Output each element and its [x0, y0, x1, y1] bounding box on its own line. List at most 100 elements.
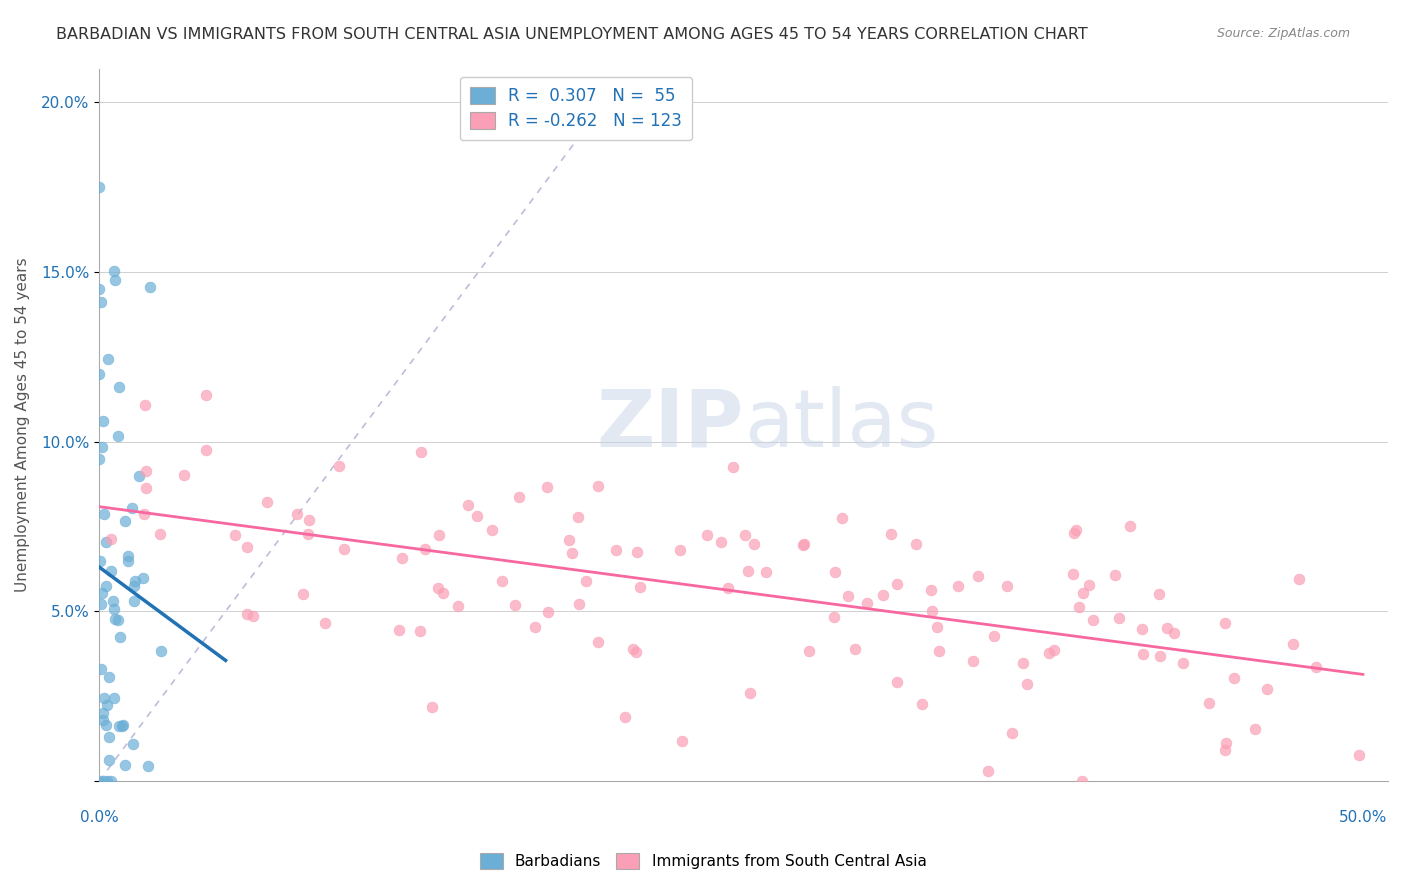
Point — [905, 537, 928, 551]
Point — [793, 537, 815, 551]
Point — [235, 540, 257, 554]
Point — [586, 479, 609, 493]
Point — [224, 528, 246, 542]
Point — [628, 580, 651, 594]
Point — [568, 597, 591, 611]
Point — [134, 507, 156, 521]
Point — [93, 690, 115, 705]
Point — [1066, 523, 1088, 537]
Point — [575, 574, 598, 588]
Point — [149, 527, 172, 541]
Point — [717, 581, 740, 595]
Point — [93, 774, 115, 789]
Point — [297, 513, 319, 527]
Point — [457, 498, 479, 512]
Point — [128, 468, 150, 483]
Point — [96, 579, 118, 593]
Point — [1305, 660, 1327, 674]
Point — [297, 526, 319, 541]
Point — [624, 645, 647, 659]
Point — [110, 630, 132, 644]
Point — [96, 534, 118, 549]
Point — [89, 451, 111, 466]
Point — [132, 571, 155, 585]
Point — [409, 624, 432, 639]
Point — [1043, 642, 1066, 657]
Point — [122, 593, 145, 607]
Legend: R =  0.307   N =  55, R = -0.262   N = 123: R = 0.307 N = 55, R = -0.262 N = 123 — [460, 77, 692, 140]
Point — [107, 613, 129, 627]
Point — [567, 510, 589, 524]
Point — [91, 415, 114, 429]
Point — [117, 549, 139, 564]
Point — [242, 608, 264, 623]
Point — [523, 620, 546, 634]
Point — [98, 670, 121, 684]
Point — [1071, 774, 1094, 789]
Point — [983, 629, 1005, 643]
Point — [107, 429, 129, 443]
Point — [744, 537, 766, 551]
Point — [976, 764, 998, 779]
Point — [114, 758, 136, 772]
Point — [314, 616, 336, 631]
Point — [1012, 657, 1035, 671]
Point — [422, 699, 444, 714]
Point — [328, 458, 350, 473]
Point — [1130, 622, 1153, 636]
Point — [117, 554, 139, 568]
Point — [100, 564, 122, 578]
Text: BARBADIAN VS IMMIGRANTS FROM SOUTH CENTRAL ASIA UNEMPLOYMENT AMONG AGES 45 TO 54: BARBADIAN VS IMMIGRANTS FROM SOUTH CENTR… — [56, 27, 1088, 42]
Point — [696, 528, 718, 542]
Point — [1001, 726, 1024, 740]
Point — [97, 730, 120, 744]
Point — [90, 295, 112, 310]
Point — [104, 273, 127, 287]
Point — [856, 596, 879, 610]
Point — [292, 587, 315, 601]
Point — [1071, 586, 1094, 600]
Point — [1244, 722, 1267, 736]
Point — [103, 690, 125, 705]
Point — [558, 533, 581, 547]
Point — [122, 579, 145, 593]
Point — [823, 610, 845, 624]
Point — [150, 643, 173, 657]
Point — [1038, 646, 1060, 660]
Point — [588, 634, 610, 648]
Point — [96, 774, 118, 789]
Point — [100, 532, 122, 546]
Point — [1017, 677, 1039, 691]
Point — [755, 565, 778, 579]
Point — [89, 774, 111, 789]
Point — [837, 589, 859, 603]
Point — [613, 709, 636, 723]
Point — [91, 586, 114, 600]
Text: 50.0%: 50.0% — [1339, 810, 1388, 824]
Point — [135, 482, 157, 496]
Point — [1163, 626, 1185, 640]
Point — [96, 698, 118, 712]
Point — [995, 579, 1018, 593]
Point — [427, 582, 450, 596]
Point — [880, 527, 903, 541]
Point — [98, 753, 121, 767]
Point — [96, 717, 118, 731]
Point — [97, 351, 120, 366]
Point — [1149, 587, 1171, 601]
Point — [1062, 566, 1084, 581]
Point — [734, 528, 756, 542]
Point — [537, 605, 560, 619]
Point — [256, 495, 278, 509]
Point — [797, 644, 820, 658]
Point — [427, 528, 450, 542]
Text: atlas: atlas — [744, 385, 938, 464]
Point — [93, 507, 115, 521]
Point — [1104, 568, 1126, 582]
Point — [710, 534, 733, 549]
Point — [333, 541, 356, 556]
Point — [928, 644, 950, 658]
Point — [101, 593, 124, 607]
Point — [626, 545, 648, 559]
Point — [1222, 671, 1244, 685]
